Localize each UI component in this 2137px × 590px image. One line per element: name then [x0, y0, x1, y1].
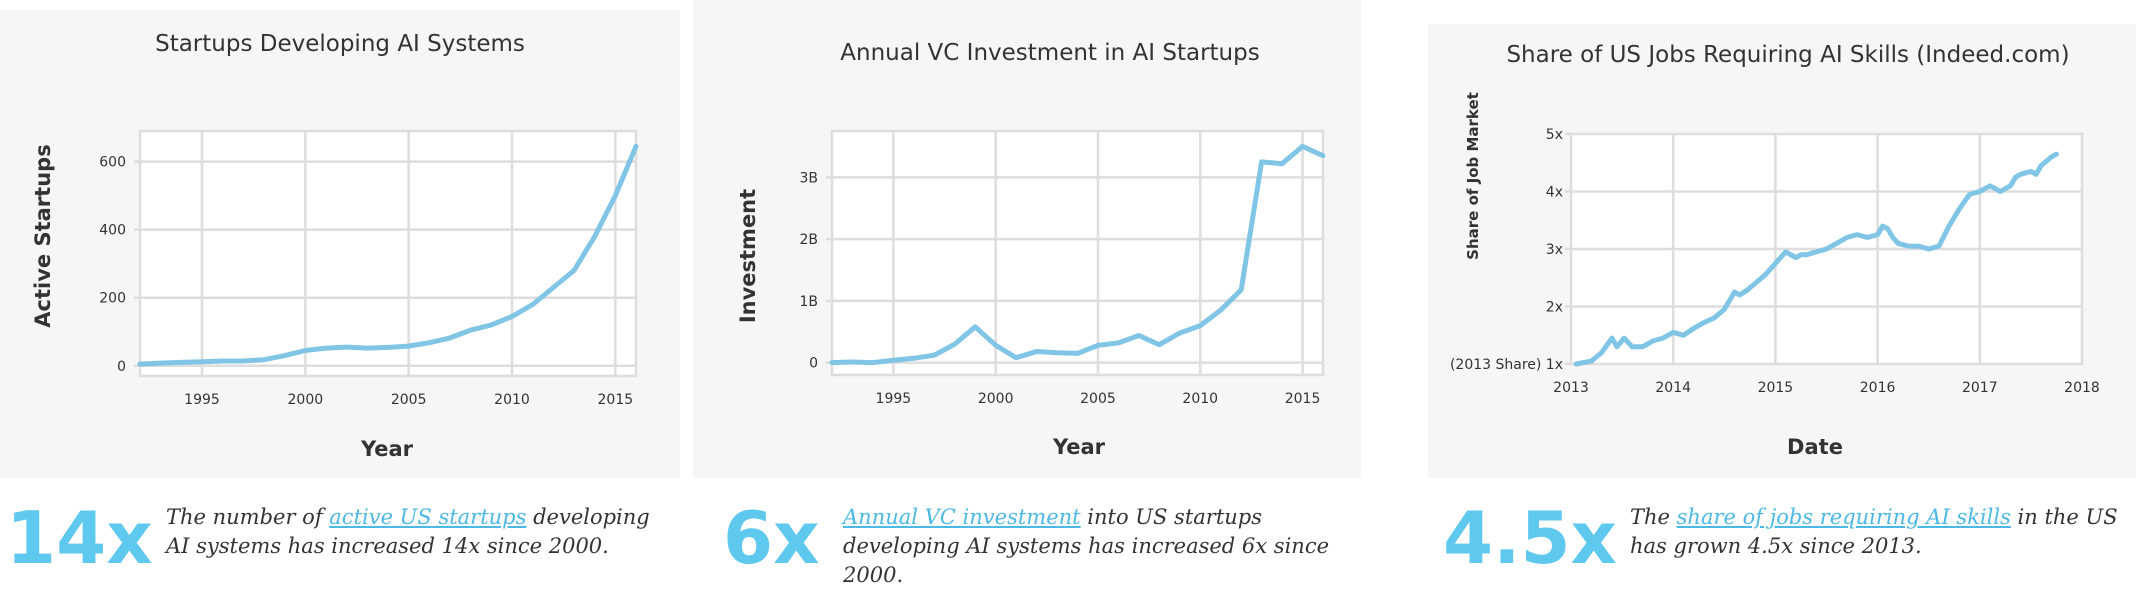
chart-panel-investment: Annual VC Investment in AI Startups Inve…	[693, 0, 1361, 478]
y-tick-label: 2x	[1546, 300, 1563, 316]
x-tick-label: 2017	[1962, 380, 1998, 396]
jobs-chart: Share of US Jobs Requiring AI Skills (In…	[1450, 42, 2100, 459]
y-tick-label: 1B	[799, 294, 818, 310]
caption-text: The	[1630, 505, 1677, 529]
y-tick-label: 3x	[1546, 242, 1563, 258]
x-tick-label: 2016	[1860, 380, 1896, 396]
stat-caption: The share of jobs requiring AI skills in…	[1630, 503, 2130, 561]
stat-caption: The number of active US startups develop…	[166, 503, 666, 561]
y-tick-label: 0	[117, 359, 126, 375]
x-tick-label: 2010	[494, 392, 530, 408]
plot-frame	[830, 129, 1325, 377]
chart-title: Annual VC Investment in AI Startups	[840, 40, 1259, 66]
x-tick-label: 2015	[598, 392, 634, 408]
x-tick-label: 2005	[1080, 391, 1116, 407]
caption-text: in the US has grown 4.5x since 2013.	[1630, 505, 2118, 558]
x-axis-label: Year	[360, 437, 414, 461]
x-tick-label: 1995	[876, 391, 912, 407]
series-line	[137, 143, 639, 367]
x-tick-label: 2005	[391, 392, 427, 408]
stat-big-number: 4.5x	[1443, 496, 1617, 580]
ai-jobs-share-link[interactable]: share of jobs requiring AI skills	[1676, 505, 2011, 529]
plot-area: 2013 2014 2015 2016 2017 2018 (2013 Share) 1x 2…	[1450, 127, 2100, 396]
plot-area: 1995 2000 2005 2010 2015 0 1B 2B 3B	[799, 129, 1326, 407]
chart-panel-startups: Startups Developing AI Systems Active St…	[0, 10, 680, 478]
y-tick-label: 200	[99, 291, 126, 307]
caption-text: The number of	[166, 505, 330, 529]
x-tick-label: 1995	[184, 392, 220, 408]
x-tick-label: 2018	[2064, 380, 2100, 396]
plot-frame	[138, 129, 638, 378]
series-line	[1573, 151, 2059, 367]
y-tick-label: 0	[809, 356, 818, 372]
stat-caption: Annual VC investment into US startups de…	[843, 503, 1353, 590]
x-tick-label: 2010	[1182, 391, 1218, 407]
y-tick-label: 600	[99, 155, 126, 171]
chart-title: Startups Developing AI Systems	[155, 31, 525, 57]
y-tick-label: (2013 Share) 1x	[1450, 357, 1563, 373]
x-tick-label: 2000	[288, 392, 324, 408]
stat-big-number: 14x	[6, 496, 153, 580]
x-tick-label: 2000	[978, 391, 1014, 407]
active-startups-link[interactable]: active US startups	[329, 505, 527, 529]
startups-chart: Startups Developing AI Systems Active St…	[31, 31, 639, 461]
x-axis-label: Year	[1052, 435, 1106, 459]
x-tick-label: 2014	[1655, 380, 1691, 396]
chart-title: Share of US Jobs Requiring AI Skills (In…	[1506, 42, 2069, 68]
chart-panel-jobs: Share of US Jobs Requiring AI Skills (In…	[1428, 24, 2136, 478]
caption-text: developing AI systems has increased 14x …	[166, 505, 650, 558]
y-axis-label: Share of Job Market	[1464, 92, 1482, 260]
vc-investment-link[interactable]: Annual VC investment	[843, 505, 1081, 529]
stat-big-number: 6x	[723, 496, 820, 580]
plot-area: 1995 2000 2005 2010 2015 0 200 400 600	[99, 129, 639, 408]
y-tick-label: 3B	[799, 170, 818, 186]
y-tick-label: 5x	[1546, 127, 1563, 143]
x-tick-label: 2015	[1758, 380, 1794, 396]
investment-chart: Annual VC Investment in AI Startups Inve…	[736, 40, 1326, 459]
y-tick-label: 2B	[799, 232, 818, 248]
y-axis-label: Active Startups	[31, 144, 55, 327]
series-line	[829, 143, 1326, 366]
x-tick-label: 2015	[1285, 391, 1321, 407]
x-tick-label: 2013	[1553, 380, 1589, 396]
y-tick-label: 400	[99, 223, 126, 239]
y-axis-label: Investment	[736, 189, 760, 323]
y-tick-label: 4x	[1546, 185, 1563, 201]
x-axis-label: Date	[1787, 435, 1843, 459]
caption-text: into US startups developing AI systems h…	[843, 505, 1330, 587]
